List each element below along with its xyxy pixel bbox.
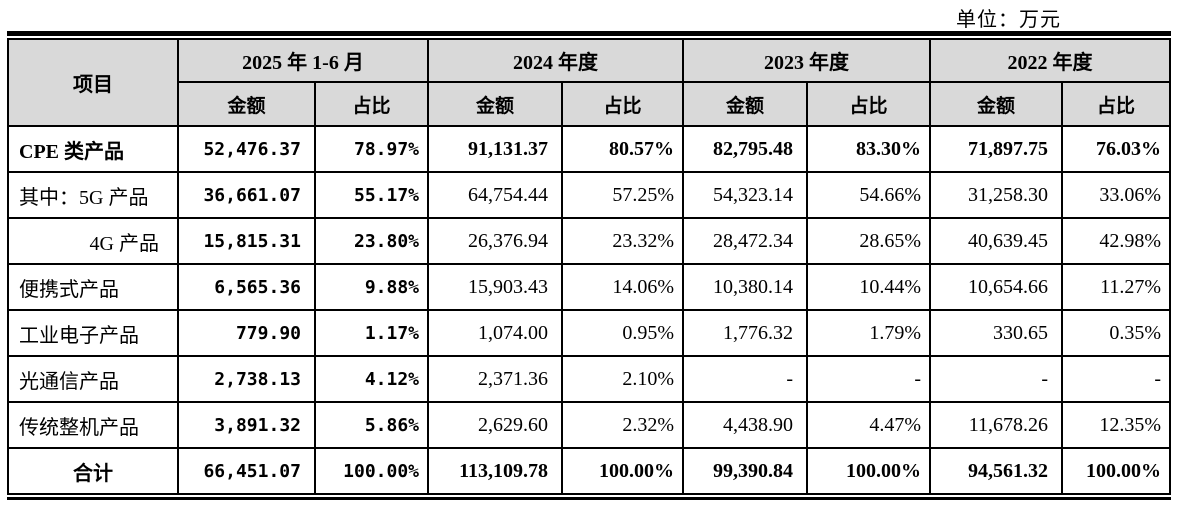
amount-cell: - [682,355,809,403]
table-row-traditional-complete-products: 传统整机产品 3,891.32 5.86% 2,629.60 2.32% 4,4… [7,401,1172,449]
subheader-ratio-2022: 占比 [1061,81,1172,127]
amount-cell: 28,472.34 [682,217,809,265]
table-row-industrial-electronics: 工业电子产品 779.90 1.17% 1,074.00 0.95% 1,776… [7,309,1172,357]
row-label: 其中：5G 产品 [7,171,179,219]
table-row-cpe-products: CPE 类产品 52,476.37 78.97% 91,131.37 80.57… [7,125,1172,173]
ratio-cell: 4.47% [806,401,932,449]
row-label: 4G 产品 [7,217,179,265]
ratio-cell: 76.03% [1061,125,1172,173]
amount-cell: 64,754.44 [427,171,564,219]
ratio-cell: 10.44% [806,263,932,311]
revenue-by-product-table: 项目 2025 年 1-6 月 2024 年度 2023 年度 2022 年度 … [7,38,1172,495]
amount-cell: 779.90 [177,309,316,357]
ratio-cell: 0.35% [1061,309,1172,357]
amount-cell: 91,131.37 [427,125,564,173]
row-label: 便携式产品 [7,263,179,311]
ratio-cell: 54.66% [806,171,932,219]
ratio-cell: 5.86% [313,401,430,449]
amount-cell: 54,323.14 [682,171,809,219]
ratio-cell: 42.98% [1061,217,1172,265]
amount-cell: 2,371.36 [427,355,564,403]
amount-cell: 71,897.75 [929,125,1064,173]
ratio-cell: 57.25% [561,171,685,219]
amount-cell: 330.65 [929,309,1064,357]
ratio-cell: 11.27% [1061,263,1172,311]
ratio-cell: 33.06% [1061,171,1172,219]
row-label: 传统整机产品 [7,401,179,449]
amount-cell: 10,654.66 [929,263,1064,311]
header-row-measures: 金额 占比 金额 占比 金额 占比 金额 占比 [8,81,1172,127]
row-label: CPE 类产品 [7,125,179,173]
ratio-cell: 100.00% [1061,447,1172,495]
ratio-cell: 0.95% [561,309,685,357]
ratio-cell: - [1061,355,1172,403]
amount-cell: 99,390.84 [682,447,809,495]
ratio-cell: 78.97% [313,125,430,173]
amount-cell: 40,639.45 [929,217,1064,265]
ratio-cell: 23.80% [313,217,430,265]
subheader-ratio-2023: 占比 [806,81,932,127]
amount-cell: 26,376.94 [427,217,564,265]
subheader-amount-2024: 金额 [427,81,564,127]
amount-cell: 1,776.32 [682,309,809,357]
ratio-cell: 28.65% [806,217,932,265]
table-row-portable-products: 便携式产品 6,565.36 9.88% 15,903.43 14.06% 10… [7,263,1172,311]
row-label: 工业电子产品 [7,309,179,357]
table-row-total: 合计 66,451.07 100.00% 113,109.78 100.00% … [7,447,1172,495]
subheader-amount-2023: 金额 [682,81,809,127]
header-row-periods: 项目 2025 年 1-6 月 2024 年度 2023 年度 2022 年度 [7,38,1172,127]
amount-cell: 66,451.07 [177,447,316,495]
ratio-cell: 100.00% [561,447,685,495]
period-header-2022: 2022 年度 [929,38,1172,83]
amount-cell: 11,678.26 [929,401,1064,449]
subheader-ratio-2024: 占比 [561,81,685,127]
ratio-cell: 55.17% [313,171,430,219]
unit-label: 单位：万元 [956,9,1061,31]
column-header-item: 项目 [7,38,179,127]
ratio-cell: 23.32% [561,217,685,265]
ratio-cell: 2.32% [561,401,685,449]
amount-cell: 6,565.36 [177,263,316,311]
row-label: 合计 [7,447,179,495]
amount-cell: 31,258.30 [929,171,1064,219]
subheader-amount-2022: 金额 [929,81,1064,127]
amount-cell: 2,629.60 [427,401,564,449]
amount-cell: - [929,355,1064,403]
ratio-cell: 80.57% [561,125,685,173]
amount-cell: 1,074.00 [427,309,564,357]
amount-cell: 10,380.14 [682,263,809,311]
amount-cell: 3,891.32 [177,401,316,449]
ratio-cell: 2.10% [561,355,685,403]
ratio-cell: 1.17% [313,309,430,357]
ratio-cell: 9.88% [313,263,430,311]
table-row-optical-communication: 光通信产品 2,738.13 4.12% 2,371.36 2.10% - - … [7,355,1172,403]
amount-cell: 2,738.13 [177,355,316,403]
table-row-5g-products: 其中：5G 产品 36,661.07 55.17% 64,754.44 57.2… [7,171,1172,219]
ratio-cell: - [806,355,932,403]
revenue-table-container: 项目 2025 年 1-6 月 2024 年度 2023 年度 2022 年度 … [7,31,1172,500]
amount-cell: 4,438.90 [682,401,809,449]
ratio-cell: 1.79% [806,309,932,357]
amount-cell: 82,795.48 [682,125,809,173]
period-header-2023: 2023 年度 [682,38,932,83]
amount-cell: 94,561.32 [929,447,1064,495]
table-row-4g-products: 4G 产品 15,815.31 23.80% 26,376.94 23.32% … [7,217,1172,265]
subheader-ratio-2025: 占比 [313,81,430,127]
ratio-cell: 14.06% [561,263,685,311]
ratio-cell: 83.30% [806,125,932,173]
ratio-cell: 100.00% [313,447,430,495]
ratio-cell: 12.35% [1061,401,1172,449]
period-header-2025-h1: 2025 年 1-6 月 [176,38,430,83]
amount-cell: 113,109.78 [427,447,564,495]
amount-cell: 15,815.31 [177,217,316,265]
ratio-cell: 4.12% [313,355,430,403]
row-label: 光通信产品 [7,355,179,403]
ratio-cell: 100.00% [806,447,932,495]
amount-cell: 52,476.37 [177,125,316,173]
period-header-2024: 2024 年度 [427,38,685,83]
amount-cell: 36,661.07 [177,171,316,219]
amount-cell: 15,903.43 [427,263,564,311]
subheader-amount-2025: 金额 [177,81,316,127]
